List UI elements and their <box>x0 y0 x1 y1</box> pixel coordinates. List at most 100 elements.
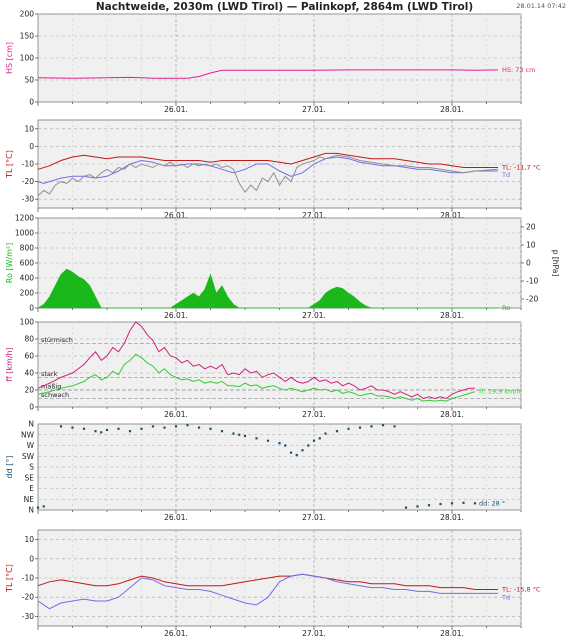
y-tick-label: 0 <box>29 403 34 412</box>
series-label: Td <box>501 593 510 601</box>
x-tick-label: 26.01. <box>164 211 188 220</box>
data-point <box>450 502 454 505</box>
data-point <box>105 428 109 432</box>
y-tick-label: 200 <box>20 10 35 19</box>
data-point <box>278 442 281 445</box>
x-tick-label: 27.01. <box>302 105 326 114</box>
data-point <box>59 425 63 428</box>
area-series-Ro <box>37 268 498 309</box>
reference-label: schwach <box>41 391 69 399</box>
line-series-HS <box>37 69 499 79</box>
data-point <box>284 444 287 447</box>
y-tick-label: 0 <box>29 142 34 151</box>
y-tick-label: -20 <box>22 593 34 602</box>
series-label: dd: 28 ° <box>479 499 505 507</box>
series-label: Ro <box>502 304 510 312</box>
panel-ff: 26.01. 27.01. 28.01. 0 20 40 60 80 100 ff [km/h] s… <box>5 318 522 419</box>
x-tick-label: 27.01. <box>302 410 326 419</box>
y-tick-label: 0 <box>29 554 34 563</box>
x-tick-label: 28.01. <box>440 311 464 320</box>
data-point <box>473 502 477 505</box>
y-tick-label: N <box>28 506 34 515</box>
x-tick-label: 26.01. <box>164 311 188 320</box>
y-tick-label: 0 <box>29 304 34 313</box>
y-tick-label: 100 <box>20 318 35 327</box>
data-point <box>324 432 327 435</box>
data-point <box>307 444 310 447</box>
data-point <box>243 434 247 438</box>
y-tick-label: NE <box>24 495 35 504</box>
data-point <box>220 430 224 433</box>
panel-ro: 26.01. 27.01. 28.01.020040060080010001200-… <box>5 214 560 321</box>
x-tick-label: 26.01. <box>164 513 188 522</box>
x-tick-label: 27.01. <box>302 513 326 522</box>
data-point <box>416 505 419 508</box>
y-axis-label: Ro [W/m²] <box>5 243 14 283</box>
data-point <box>163 426 166 429</box>
data-point <box>128 430 132 433</box>
x-tick-label: 28.01. <box>440 105 464 114</box>
y-axis-label: HS [cm] <box>5 42 14 74</box>
y-tick-label: E <box>29 484 34 493</box>
line-series-TL <box>37 152 498 170</box>
y-axis-label: dd [°] <box>5 456 14 479</box>
y-axis-label: ff [km/h] <box>5 347 14 382</box>
data-point <box>393 425 396 428</box>
x-tick-label: 26.01. <box>164 105 188 114</box>
data-point <box>151 425 155 428</box>
chart-title: Nachtweide, 2030m (LWD Tirol) — Palinkop… <box>95 1 474 13</box>
data-point <box>36 506 40 509</box>
x-tick-label: 28.01. <box>440 513 464 522</box>
y-tick-label: S <box>29 463 34 472</box>
data-point <box>295 453 298 457</box>
y-right-tick-label: 0 <box>526 259 531 268</box>
y-tick-label: 80 <box>24 335 34 344</box>
y-tick-label: 60 <box>24 352 34 361</box>
data-point <box>301 449 304 452</box>
line-series-Td <box>37 573 498 610</box>
y-tick-label: -30 <box>22 612 34 621</box>
y-tick-label: 200 <box>20 289 35 298</box>
panel-tl2: 26.01. 27.01. 28.01. -30 -20 -10 0 10 TL [°C] TL:… <box>5 529 541 638</box>
data-point <box>335 430 339 433</box>
y-tick-label: 10 <box>24 124 34 133</box>
y-tick-label: 400 <box>20 274 35 283</box>
y-tick-label: 150 <box>20 32 35 41</box>
y-tick-label: NW <box>21 430 35 439</box>
data-point <box>209 427 212 430</box>
data-point <box>82 427 86 430</box>
x-tick-label: 27.01. <box>302 629 326 638</box>
y-tick-label: -10 <box>22 160 34 169</box>
data-point <box>232 432 235 435</box>
y-tick-label: -30 <box>22 195 34 204</box>
y-right-tick-label: 10 <box>526 241 536 250</box>
series-label: TL: -11,7 °C <box>501 164 541 172</box>
y-tick-label: 50 <box>24 76 34 85</box>
data-point <box>94 430 97 433</box>
line-series-ff_gust <box>37 321 475 400</box>
data-point <box>312 439 316 442</box>
x-tick-label: 28.01. <box>440 629 464 638</box>
data-point <box>140 427 143 430</box>
data-point <box>289 451 293 454</box>
line-series-ff <box>37 353 476 402</box>
x-tick-label: 28.01. <box>440 410 464 419</box>
y-tick-label: W <box>27 441 35 450</box>
y-tick-label: 600 <box>20 259 35 268</box>
y-tick-label: SW <box>22 452 35 461</box>
y-tick-label: SE <box>25 473 35 482</box>
y-tick-label: 800 <box>20 244 35 253</box>
series-label: ff: 19,9 km/h <box>479 388 521 396</box>
data-point <box>427 504 431 507</box>
data-point <box>71 426 74 429</box>
y-right-axis-label: p [hPa] <box>551 250 560 277</box>
reference-label: mäßig <box>41 383 61 391</box>
y-tick-label: -20 <box>22 177 34 186</box>
panel-tl: 26.01. 27.01. 28.01. -30 -20 -10 0 10 TL [°C] TL:… <box>5 119 541 220</box>
data-point <box>117 427 120 430</box>
y-axis-label: TL [°C] <box>5 564 14 593</box>
x-tick-label: 26.01. <box>164 410 188 419</box>
line-series-TL <box>37 573 498 590</box>
y-right-tick-label: -10 <box>526 277 538 286</box>
